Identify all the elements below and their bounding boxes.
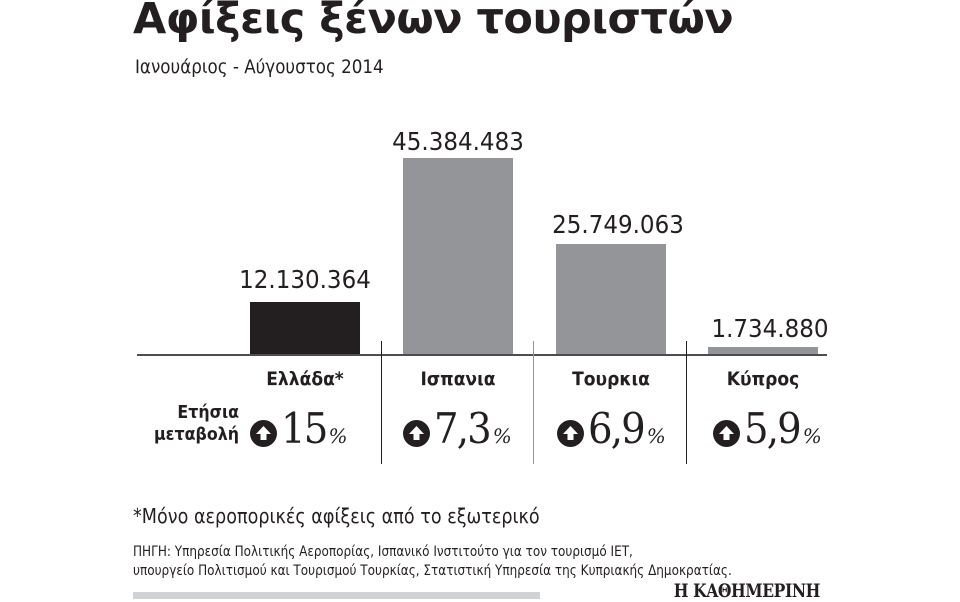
bar-value-greece: 12.130.364 [239,265,371,294]
bar-value-cyprus: 1.734.880 [711,314,829,343]
source-line-2: υπουργείο Πολιτισμού και Τουρισμού Τουρκ… [133,563,732,579]
bar-greece [250,302,360,355]
bar-spain [403,158,513,355]
chart-subtitle: Ιανουάριος - Αύγουστος 2014 [135,56,384,78]
annual-change-turkey: 6,9 % [557,404,666,453]
arrow-up-circle-icon [713,420,740,447]
chart-title: Αφίξεις ξένων τουριστών [133,0,734,44]
annual-change-greece: 15 % [250,404,347,453]
arrow-up-circle-icon [403,420,430,447]
annual-change-label: Ετήσια μεταβολή [146,402,239,446]
column-divider [381,341,382,464]
country-label-turkey: Τουρκια [572,368,650,390]
country-label-greece: Ελλάδα* [266,368,344,390]
source-line-1: ΠΗΓΗ: Υπηρεσία Πολιτικής Αεροπορίας, Ισπ… [133,544,633,560]
footnote: *Μόνο αεροπορικές αφίξεις από το εξωτερι… [133,504,540,528]
source-note: ΠΗΓΗ: Υπηρεσία Πολιτικής Αεροπορίας, Ισπ… [133,543,732,581]
annual-change-cyprus: 5,9 % [713,404,822,453]
annual-change-label-line2: μεταβολή [154,424,239,445]
bar-value-spain: 45.384.483 [392,127,524,156]
chart-baseline [137,354,827,356]
column-divider [686,341,687,464]
column-divider [533,341,534,464]
percent-sign: % [328,424,348,448]
percent-sign: % [802,424,822,448]
annual-change-spain: 7,3 % [403,404,512,453]
bar-turkey [556,244,666,355]
footer-bar [133,592,540,599]
arrow-up-circle-icon [250,420,277,447]
brand-logo: Η ΚΑΘΗΜΕΡΙΝΗ [673,580,821,602]
annual-change-value: 7,3 [434,404,492,453]
annual-change-label-line1: Ετήσια [177,402,239,423]
country-label-cyprus: Κύπρος [726,368,800,390]
percent-sign: % [646,424,666,448]
annual-change-value: 6,9 [588,404,646,453]
bar-cyprus [708,347,818,355]
percent-sign: % [492,424,512,448]
arrow-up-circle-icon [557,420,584,447]
country-label-spain: Ισπανια [420,368,496,390]
annual-change-value: 5,9 [744,404,802,453]
bar-value-turkey: 25.749.063 [552,210,684,239]
annual-change-value: 15 [281,404,328,453]
